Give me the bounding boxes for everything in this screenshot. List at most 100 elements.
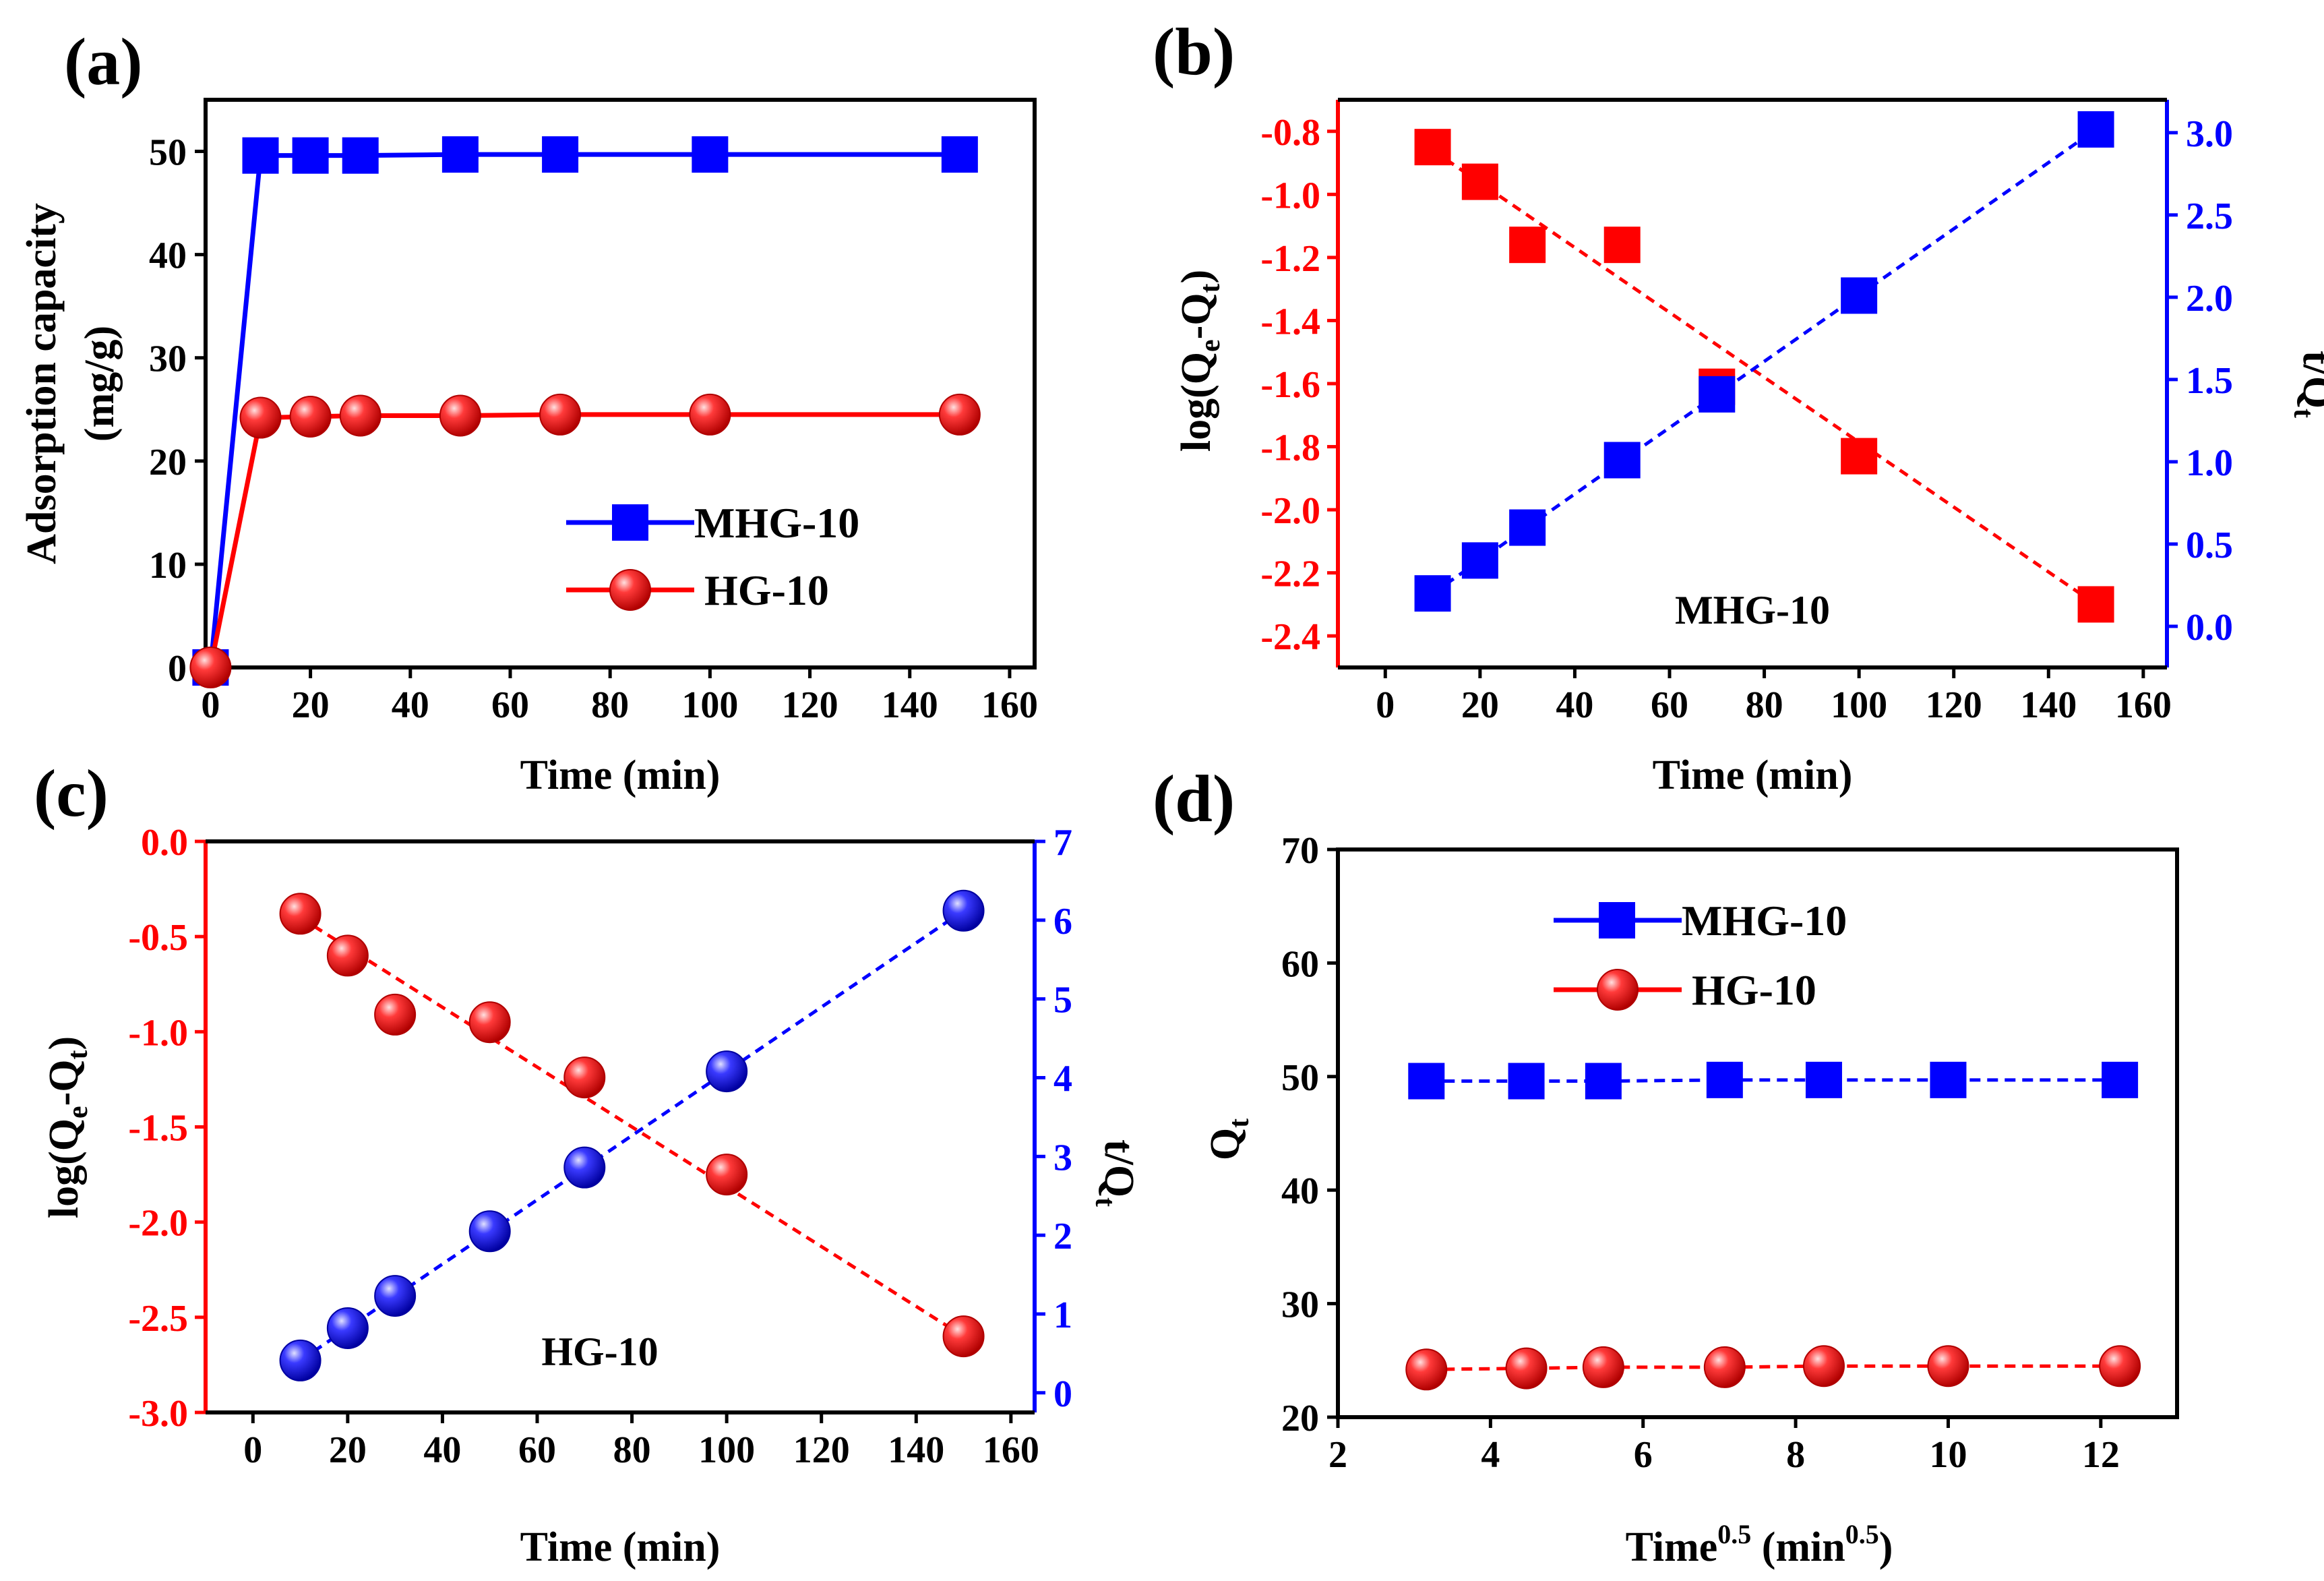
plot-frame-d <box>1336 847 2179 1419</box>
panel-c: (c) 0 20 40 60 80 100 120 140 160 0.0-0.5-1.0-1.… <box>34 756 1142 1570</box>
x-axis-label-c: Time (min) <box>520 1524 721 1570</box>
y-left-tick-label-c-3: -1.5 <box>128 1108 188 1150</box>
x-ticks-c: 0 20 40 60 80 100 120 140 160 <box>243 1412 1039 1471</box>
data-point-a-0-1 <box>242 137 279 174</box>
x-axis-label-d-end: ) <box>1879 1524 1893 1570</box>
data-point-b-0-1 <box>1461 163 1498 200</box>
x-tick-label-d-0: 2 <box>1328 1434 1347 1476</box>
y-left-tick-label-b-3: -1.4 <box>1260 301 1320 342</box>
y-right-tick-label-b-1: 0.5 <box>2186 525 2233 566</box>
y-left-tick-label-b-4: -1.6 <box>1260 364 1320 406</box>
x-tick-label-a-3: 60 <box>491 684 529 726</box>
y-right-ticks-c: 0 1 2 3 4 5 6 7 <box>1035 822 1072 1415</box>
y-tick-label-a-3: 30 <box>149 338 187 380</box>
data-point-d-0-1 <box>1508 1063 1545 1100</box>
data-point-b-0-3 <box>1603 227 1641 264</box>
y-left-tick-label-b-8: -2.4 <box>1260 616 1320 658</box>
y-left-tick-label-b-0: -0.8 <box>1260 112 1320 154</box>
y-left-axis-label-c: log(Qe-Qt) <box>41 1036 94 1218</box>
x-tick-label-b-8: 160 <box>2115 684 2172 726</box>
x-tick-label-d-3: 8 <box>1786 1434 1805 1476</box>
data-point-c-1-2 <box>374 1275 417 1317</box>
x-tick-label-a-0: 0 <box>201 684 220 726</box>
x-axis-label-d: Time0.5 (min0.5) <box>1626 1519 1893 1570</box>
x-tick-label-b-3: 60 <box>1651 684 1688 726</box>
data-point-c-0-5 <box>706 1154 748 1196</box>
data-point-a-1-3 <box>339 394 381 437</box>
y-left-tick-label-b-1: -1.0 <box>1260 175 1320 216</box>
data-point-d-0-3 <box>1706 1061 1743 1098</box>
legend-a: MHG-10 HG-10 <box>566 499 859 614</box>
data-point-a-0-3 <box>342 137 379 174</box>
y-right-tick-label-b-0: 0.0 <box>2186 607 2233 649</box>
y-left-tick-label-b-2: -1.2 <box>1260 238 1320 280</box>
panel-label-b: (b) <box>1153 14 1235 89</box>
y-left-tick-label-b-7: -2.2 <box>1260 554 1320 595</box>
legend-marker-hg-a <box>609 569 651 611</box>
data-point-c-0-3 <box>468 1001 511 1044</box>
series-group-b <box>1414 111 2114 623</box>
series-group-c <box>279 889 985 1381</box>
x-axis-label-b: Time (min) <box>1653 752 1853 798</box>
y-tick-label-d-0: 20 <box>1281 1398 1319 1439</box>
x-axis-label-d-base: Time <box>1626 1524 1718 1570</box>
y-tick-label-a-5: 50 <box>149 132 187 174</box>
y-right-ticks-b: 0.0 0.5 1.0 1.5 2.0 2.5 3.0 <box>2167 113 2233 649</box>
data-point-a-1-2 <box>289 395 332 438</box>
data-point-c-0-2 <box>374 993 417 1036</box>
data-point-d-0-5 <box>1930 1061 1967 1098</box>
x-tick-label-b-5: 100 <box>1831 684 1887 726</box>
y-tick-label-a-2: 20 <box>149 442 187 483</box>
x-ticks-d: 2 4 6 8 10 12 <box>1328 1417 2120 1476</box>
y-left-tick-label-c-4: -2.0 <box>128 1203 188 1245</box>
y-tick-label-d-4: 60 <box>1281 943 1319 985</box>
y-left-tick-label-b-5: -1.8 <box>1260 427 1320 469</box>
y-right-tick-label-c-2: 2 <box>1053 1216 1072 1257</box>
legend-d: MHG-10 HG-10 <box>1554 897 1847 1014</box>
data-point-d-0-0 <box>1408 1063 1445 1100</box>
legend-marker-mhg-a <box>612 504 648 541</box>
x-tick-label-b-7: 140 <box>2020 684 2077 726</box>
y-left-tick-label-c-5: -2.5 <box>128 1298 188 1340</box>
x-tick-label-d-4: 10 <box>1929 1434 1967 1476</box>
y-left-tick-label-c-6: -3.0 <box>128 1393 188 1435</box>
data-point-d-1-6 <box>2099 1345 2141 1388</box>
data-point-a-0-2 <box>292 137 329 174</box>
x-tick-label-b-4: 80 <box>1746 684 1783 726</box>
y-axis-label-d: Qt <box>1202 1118 1255 1160</box>
x-tick-label-b-2: 40 <box>1556 684 1593 726</box>
data-point-a-1-5 <box>539 393 582 436</box>
series-group-a <box>189 136 981 688</box>
y-axis-label-a-line2: (mg/g) <box>77 326 123 442</box>
x-tick-label-c-4: 80 <box>613 1429 651 1471</box>
data-point-c-1-6 <box>942 889 985 932</box>
x-tick-label-c-5: 100 <box>698 1429 755 1471</box>
data-point-b-1-2 <box>1509 509 1546 546</box>
y-right-tick-label-c-5: 5 <box>1053 980 1072 1021</box>
data-point-b-1-5 <box>1841 277 1878 314</box>
y-right-tick-label-b-6: 3.0 <box>2186 113 2233 155</box>
y-left-axis-label-b: log(Qe-Qt) <box>1173 270 1226 452</box>
data-point-b-0-6 <box>2077 586 2114 623</box>
x-tick-label-b-6: 120 <box>1926 684 1982 726</box>
x-axis-label-d-exp1: 0.5 <box>1717 1519 1751 1549</box>
x-tick-label-c-0: 0 <box>243 1429 262 1471</box>
y-right-tick-label-b-2: 1.0 <box>2186 442 2233 484</box>
data-point-a-0-5 <box>542 136 579 173</box>
data-point-d-1-5 <box>1927 1345 1969 1388</box>
data-point-a-1-1 <box>239 396 282 439</box>
x-tick-label-a-7: 140 <box>882 684 938 726</box>
data-point-b-0-2 <box>1509 227 1546 264</box>
y-right-tick-label-c-7: 7 <box>1053 822 1072 864</box>
data-point-c-0-0 <box>279 893 322 935</box>
y-right-tick-label-b-4: 2.0 <box>2186 278 2233 320</box>
data-point-d-1-4 <box>1802 1345 1845 1388</box>
data-point-d-0-2 <box>1585 1063 1622 1100</box>
x-tick-label-c-2: 40 <box>423 1429 461 1471</box>
data-point-d-1-2 <box>1582 1346 1624 1388</box>
x-tick-label-c-6: 120 <box>793 1429 850 1471</box>
x-ticks-a: 0 20 40 60 80 100 120 140 160 <box>201 667 1038 726</box>
x-tick-label-c-3: 60 <box>518 1429 556 1471</box>
data-point-c-0-6 <box>942 1315 985 1358</box>
annotation-b: MHG-10 <box>1675 588 1830 632</box>
